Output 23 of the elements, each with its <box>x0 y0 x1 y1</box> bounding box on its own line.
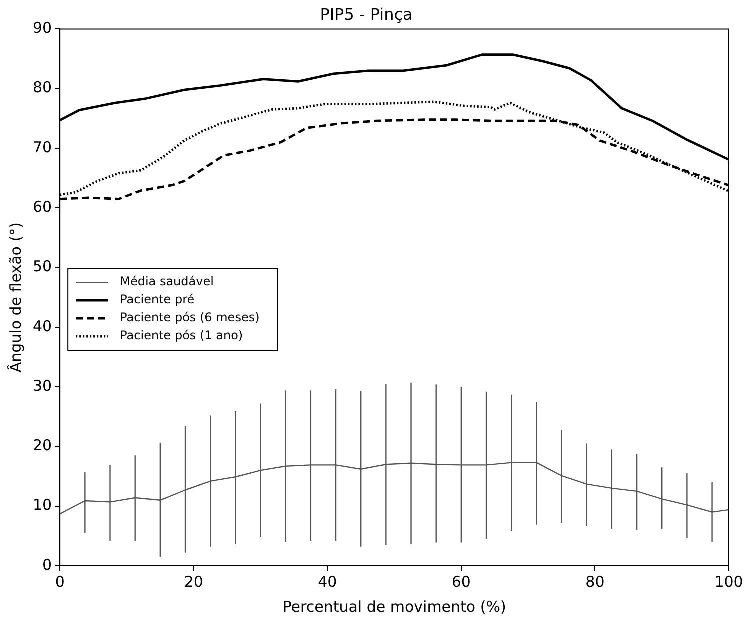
y-tick-label: 30 <box>32 376 52 395</box>
x-tick-label: 0 <box>55 572 65 591</box>
y-tick-label: 40 <box>32 317 52 336</box>
x-tick-label: 40 <box>318 572 338 591</box>
y-tick-label: 80 <box>32 78 52 97</box>
x-tick-label: 20 <box>184 572 204 591</box>
y-tick-label: 60 <box>32 198 52 216</box>
y-axis-title: Ângulo de flexão (°) <box>6 222 25 373</box>
x-tick-label: 100 <box>714 572 744 591</box>
legend-label: Paciente pré <box>120 292 195 307</box>
legend-label: Paciente pós (6 meses) <box>120 310 260 325</box>
x-tick-label: 60 <box>452 572 471 591</box>
y-tick-label: 10 <box>32 496 52 514</box>
x-tick-label: 80 <box>586 572 605 591</box>
y-tick-label: 70 <box>32 138 52 156</box>
y-tick-label: 90 <box>32 19 52 38</box>
y-tick-label: 50 <box>32 258 52 276</box>
legend-label: Média saudável <box>120 274 214 289</box>
y-tick-label: 0 <box>42 556 52 574</box>
x-axis-title: Percentual de movimento (%) <box>282 598 506 616</box>
legend-label: Paciente pós (1 ano) <box>120 328 244 343</box>
y-tick-label: 20 <box>32 436 52 455</box>
chart-title: PIP5 - Pinça <box>320 4 413 24</box>
